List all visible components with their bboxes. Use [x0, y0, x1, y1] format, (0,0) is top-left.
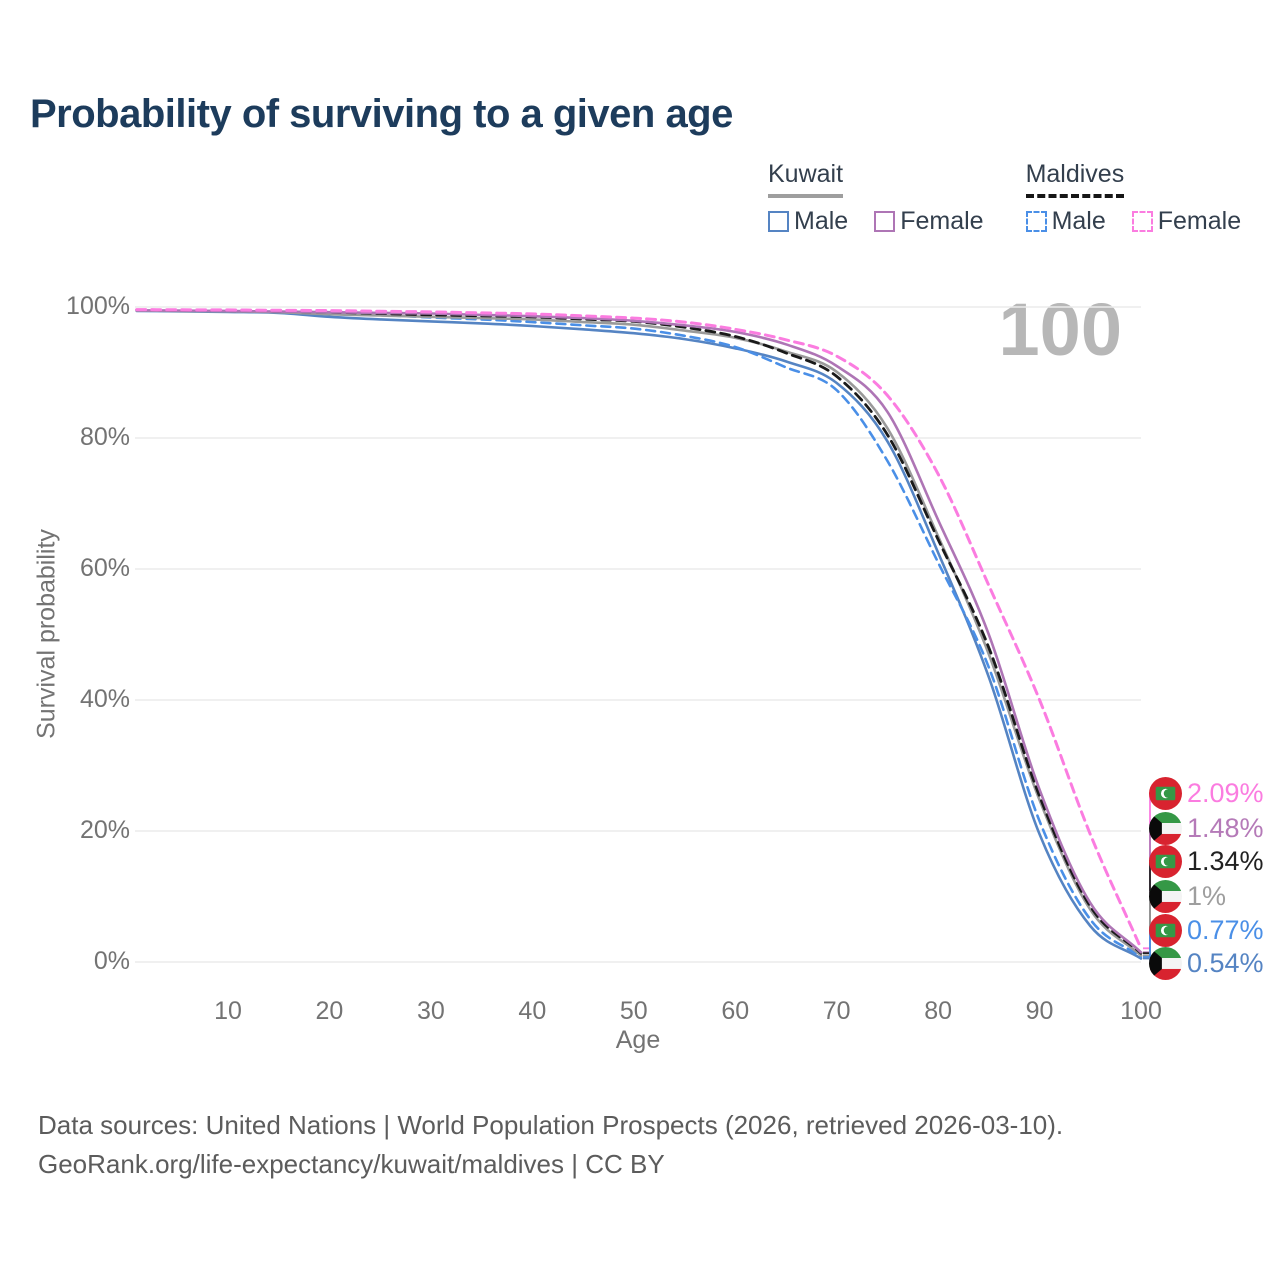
x-tick: 60 [721, 997, 750, 1025]
legend-swatch-icon [874, 211, 896, 232]
legend-item-label: Male [794, 207, 849, 235]
legend-item-label: Female [900, 207, 984, 235]
x-tick: 50 [619, 997, 648, 1025]
legend-swatch-icon [1025, 211, 1047, 232]
series-line-kuwait-female[interactable] [135, 309, 1143, 954]
legend-item-kuwait-male[interactable]: Male [768, 207, 848, 236]
end-label-kuwait-both-sexes[interactable]: 1% [1149, 878, 1226, 914]
kuwait-flag-icon [1149, 811, 1182, 845]
footer: Data sources: United Nations | World Pop… [38, 1106, 1063, 1184]
y-tick: 60% [79, 554, 130, 582]
series-line-maldives-female[interactable] [135, 308, 1143, 950]
y-tick: 0% [93, 947, 130, 975]
maldives-flag-icon [1149, 776, 1182, 810]
legend-group-kuwait: Kuwait Male Female [768, 160, 984, 236]
series-line-maldives-male[interactable] [135, 309, 1143, 959]
legend-swatch-icon [768, 211, 789, 232]
end-label-value: 0.54% [1187, 947, 1264, 978]
legend: Kuwait Male Female Maldives Male Female [768, 160, 1241, 236]
legend-group-label[interactable]: Maldives [1025, 160, 1125, 198]
legend-item-maldives-female[interactable]: Female [1131, 207, 1242, 236]
legend-swatch-icon [1131, 211, 1153, 232]
chart-title: Probability of surviving to a given age [30, 92, 733, 136]
end-label-value: 0.77% [1187, 914, 1264, 945]
x-tick: 10 [214, 997, 242, 1025]
kuwait-flag-icon [1149, 879, 1182, 913]
y-tick: 40% [79, 685, 130, 713]
hover-age-watermark: 100 [998, 288, 1122, 371]
end-label-maldives-male[interactable]: 0.77% [1149, 912, 1264, 948]
end-label-maldives-female[interactable]: 2.09% [1149, 775, 1264, 811]
footer-data-sources: Data sources: United Nations | World Pop… [38, 1110, 1064, 1140]
x-tick: 100 [1120, 997, 1162, 1025]
x-tick: 80 [924, 997, 953, 1025]
end-label-kuwait-male[interactable]: 0.54% [1149, 945, 1264, 981]
maldives-flag-icon [1149, 844, 1182, 878]
legend-item-kuwait-female[interactable]: Female [874, 207, 984, 236]
x-axis-label: Age [615, 1026, 661, 1054]
legend-item-maldives-male[interactable]: Male [1025, 207, 1106, 236]
x-tick: 30 [416, 997, 445, 1025]
x-tick: 20 [315, 997, 344, 1025]
legend-group-maldives: Maldives Male Female [1025, 160, 1242, 236]
kuwait-flag-icon [1149, 946, 1182, 980]
series-line-kuwait-both-sexes[interactable] [135, 309, 1143, 957]
series-line-kuwait-male[interactable] [135, 309, 1143, 960]
y-tick: 80% [79, 423, 130, 451]
x-tick: 70 [822, 997, 851, 1025]
footer-link[interactable]: GeoRank.org/life-expectancy/kuwait/maldi… [38, 1149, 665, 1179]
end-label-value: 1.34% [1187, 845, 1264, 876]
x-tick: 90 [1025, 997, 1054, 1025]
legend-group-label[interactable]: Kuwait [768, 160, 844, 198]
y-tick: 20% [79, 816, 130, 844]
end-label-value: 1% [1187, 880, 1227, 911]
maldives-flag-icon [1149, 913, 1182, 947]
x-tick: 40 [518, 997, 547, 1025]
series-line-maldives-both-sexes[interactable] [135, 308, 1143, 955]
end-label-maldives-both-sexes[interactable]: 1.34% [1149, 843, 1264, 879]
legend-item-label: Female [1157, 207, 1242, 235]
y-tick: 100% [66, 292, 130, 320]
end-label-value: 1.48% [1187, 812, 1264, 843]
end-label-kuwait-female[interactable]: 1.48% [1149, 810, 1264, 846]
end-label-value: 2.09% [1187, 777, 1264, 808]
legend-item-label: Male [1051, 207, 1106, 235]
